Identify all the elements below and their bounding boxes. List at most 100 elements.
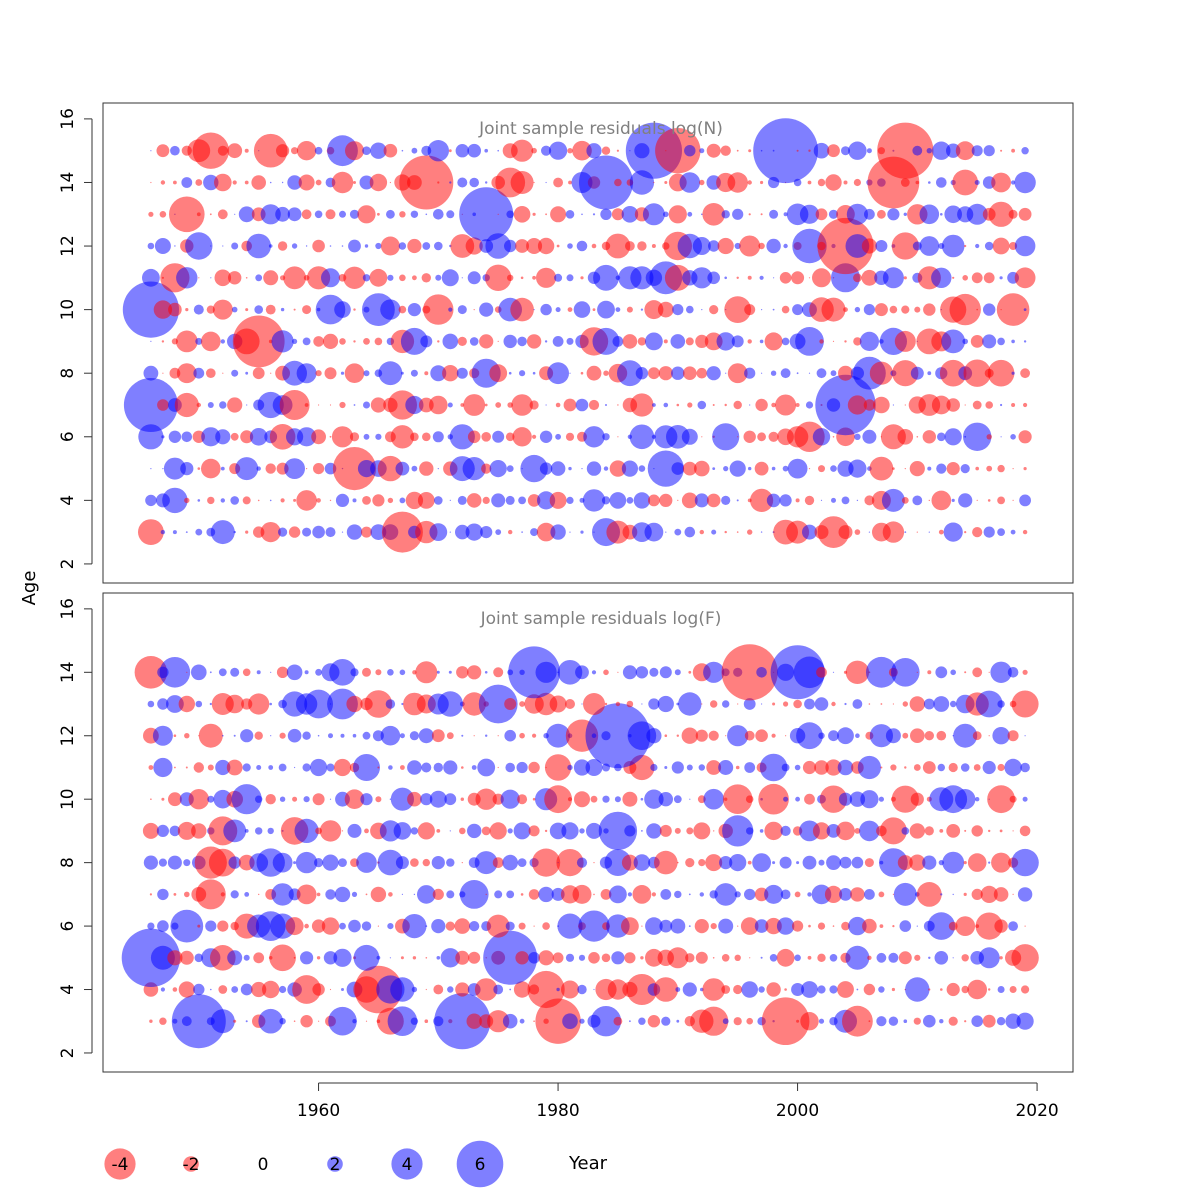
residual-bubble [602, 795, 610, 803]
residual-bubble [197, 467, 201, 470]
residual-bubble [694, 493, 709, 508]
residual-bubble [399, 274, 406, 282]
residual-bubble [173, 180, 177, 185]
residual-bubble [946, 398, 960, 412]
residual-bubble [802, 760, 817, 775]
residual-bubble [617, 671, 619, 673]
residual-bubble [654, 850, 678, 875]
residual-bubble [674, 827, 681, 834]
residual-bubble [306, 468, 308, 470]
residual-bubble [880, 703, 883, 705]
residual-bubble [334, 301, 351, 318]
residual-bubble [493, 667, 504, 678]
residual-bubble [142, 822, 159, 839]
residual-bubble [218, 668, 227, 677]
residual-bubble [329, 404, 332, 406]
residual-bubble [701, 213, 703, 216]
residual-bubble [246, 233, 271, 259]
residual-bubble [312, 239, 325, 253]
residual-bubble [331, 171, 354, 194]
residual-bubble [225, 694, 244, 714]
residual-bubble [510, 297, 534, 322]
residual-bubble [914, 306, 921, 313]
residual-bubble [295, 851, 318, 874]
residual-bubble [862, 918, 877, 934]
residual-bubble [712, 404, 715, 406]
panel-top: Joint sample residuals log(N) 2468101214… [58, 102, 1074, 584]
residual-bubble [505, 921, 515, 931]
residual-bubble [1018, 430, 1032, 444]
residual-bubble [933, 696, 950, 712]
residual-bubble [253, 133, 288, 168]
legend-label: -2 [183, 1155, 200, 1175]
residual-bubble [375, 669, 382, 676]
residual-bubble [489, 822, 507, 840]
residual-bubble [492, 793, 504, 805]
residual-bubble [939, 1019, 944, 1024]
residual-bubble [223, 819, 247, 843]
residual-bubble [854, 306, 861, 313]
bubbles-top [122, 118, 1036, 553]
residual-bubble [942, 851, 965, 874]
plot-frame-bottom [102, 592, 1074, 1073]
residual-bubble [460, 403, 465, 407]
residual-bubble [946, 824, 961, 838]
residual-bubble [629, 1020, 631, 1023]
residual-bubble [579, 155, 633, 210]
residual-bubble [375, 796, 382, 803]
residual-bubble [154, 238, 171, 254]
residual-bubble [868, 1020, 871, 1023]
residual-bubble [227, 950, 243, 966]
residual-bubble [795, 796, 800, 802]
residual-bubble [407, 303, 421, 317]
residual-bubble [540, 303, 552, 316]
residual-bubble [830, 370, 837, 377]
residual-bubble [864, 889, 875, 900]
residual-bubble [926, 148, 932, 154]
residual-bubble [1011, 690, 1039, 718]
residual-bubble [515, 951, 529, 965]
residual-bubble [854, 828, 861, 834]
residual-bubble [1020, 368, 1030, 379]
residual-bubble [434, 241, 443, 251]
residual-bubble [913, 764, 921, 771]
residual-bubble [1011, 180, 1016, 185]
residual-bubble [167, 950, 183, 966]
residual-bubble [233, 1019, 237, 1023]
residual-bubble [536, 522, 556, 542]
residual-bubble [580, 530, 584, 534]
residual-bubble [1023, 340, 1027, 343]
residual-bubble [796, 1019, 800, 1023]
residual-bubble [609, 460, 627, 477]
residual-bubble [322, 854, 339, 871]
residual-bubble [647, 450, 684, 487]
residual-bubble [257, 499, 260, 502]
residual-bubble [828, 209, 839, 219]
residual-bubble [425, 988, 427, 991]
residual-bubble [712, 467, 716, 470]
residual-bubble [231, 784, 262, 815]
residual-bubble [461, 734, 464, 737]
residual-bubble [916, 882, 942, 907]
residual-bubble [1005, 1013, 1021, 1029]
residual-bubble [590, 795, 598, 803]
residual-bubble [353, 308, 356, 311]
residual-bubble [716, 332, 735, 351]
residual-bubble [185, 308, 189, 312]
residual-bubble [561, 822, 579, 840]
y-tick-label: 4 [58, 984, 78, 995]
residual-bubble [897, 429, 914, 445]
residual-bubble [882, 521, 905, 543]
residual-bubble [318, 1020, 320, 1022]
residual-bubble [952, 169, 979, 196]
residual-bubble [362, 274, 371, 282]
residual-bubble [148, 765, 154, 770]
residual-bubble [997, 700, 1005, 708]
residual-bubble [228, 271, 242, 285]
residual-bubble [226, 759, 243, 776]
residual-bubble [341, 830, 344, 832]
residual-bubble [497, 340, 499, 342]
residual-bubble [625, 241, 635, 251]
residual-bubble [961, 985, 969, 994]
residual-bubble [374, 337, 383, 346]
